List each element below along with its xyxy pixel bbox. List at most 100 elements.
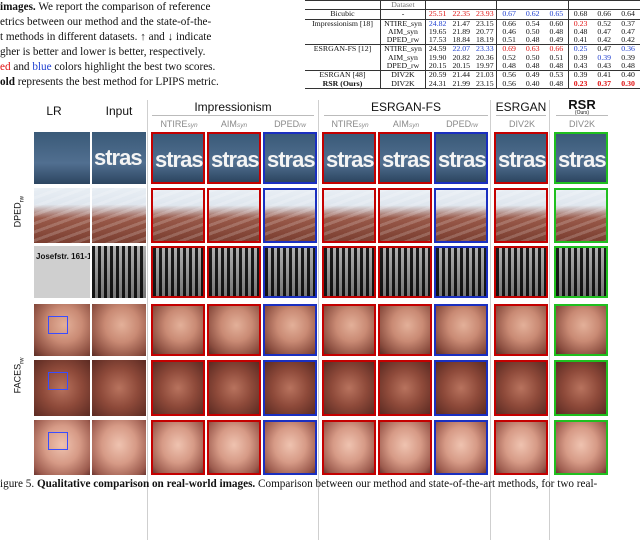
table-cell-value: 0.41 bbox=[567, 36, 593, 45]
table-cell-value: 0.30 bbox=[616, 79, 640, 89]
image-tile-r0-c5: stras bbox=[322, 132, 376, 184]
paragraph-line-3: t methods in different datasets. ↑ and ↓… bbox=[0, 31, 212, 43]
table-cell-value: 20.36 bbox=[476, 53, 494, 62]
table-cell-value: 20.77 bbox=[476, 27, 494, 36]
crop-box bbox=[48, 316, 68, 334]
table-cell-value: 22.35 bbox=[452, 9, 471, 19]
table-cell-value: 0.69 bbox=[496, 44, 521, 54]
table-cell-value: 23.15 bbox=[473, 79, 497, 89]
table-cell-value: 0.48 bbox=[621, 62, 635, 71]
image-tile-r5-c1 bbox=[92, 420, 146, 475]
image-tile-r1-c5 bbox=[322, 188, 376, 243]
image-tile-r3-c0 bbox=[34, 304, 90, 356]
image-tile-r5-c6 bbox=[378, 420, 432, 475]
tile-text: stras bbox=[211, 147, 259, 172]
table-cell-value: 0.25 bbox=[567, 44, 593, 54]
image-tile-r5-c5 bbox=[322, 420, 376, 475]
table-row: DPED_rw 20.15 20.15 19.97 0.48 0.48 0.48 0.43 0.… bbox=[305, 62, 640, 71]
paragraph-line-2: etrics between our method and the state-… bbox=[0, 16, 212, 28]
table-row: Bicubic -25.51 22.35 23.93 0.67 0.62 0.65 0.68 0… bbox=[305, 9, 640, 20]
image-tile-r2-c8 bbox=[494, 246, 548, 298]
image-tile-r1-c6 bbox=[378, 188, 432, 243]
table-cell-value: 21.44 bbox=[449, 70, 474, 80]
table-cell-dataset: DPED_rw bbox=[380, 62, 426, 71]
crop-box bbox=[48, 432, 68, 450]
group-underline-esrgan bbox=[496, 115, 546, 116]
table-cell-value: 0.48 bbox=[496, 62, 521, 71]
image-tile-r1-c3 bbox=[207, 188, 261, 243]
image-tile-r3-c4 bbox=[263, 304, 317, 356]
group-header-esrgan: ESRGAN bbox=[495, 100, 547, 114]
group-underline-rsr bbox=[556, 115, 608, 116]
tile-text: stras bbox=[267, 147, 315, 172]
table-cell-value: 0.66 bbox=[597, 9, 612, 19]
table-cell-value: 0.48 bbox=[544, 79, 569, 89]
col-header-input: Input bbox=[105, 104, 133, 118]
image-tile-r4-c2 bbox=[151, 360, 205, 416]
table-cell-value: 24.59 bbox=[425, 44, 450, 54]
image-tile-r2-c7 bbox=[434, 246, 488, 298]
figure-caption: igure 5. Qualitative comparison on real-… bbox=[0, 478, 598, 490]
image-tile-r5-c7 bbox=[434, 420, 488, 475]
table-cell-value: 0.60 bbox=[544, 18, 569, 28]
table-cell-value: 22.07 bbox=[449, 44, 474, 54]
group-header-impressionism: Impressionism bbox=[194, 100, 272, 114]
image-tile-r5-c8 bbox=[494, 420, 548, 475]
table-cell-value: 21.89 bbox=[452, 27, 471, 36]
table-cell-value: 23.93 bbox=[476, 9, 494, 19]
table-cell-value: 18.19 bbox=[476, 36, 494, 45]
table-cell-value: 23.33 bbox=[473, 44, 497, 54]
row-label-dped: DPEDrw bbox=[12, 196, 26, 228]
image-tile-r0-c2: stras bbox=[151, 132, 205, 184]
table-cell-value: 23.15 bbox=[473, 18, 497, 28]
image-tile-r2-c9 bbox=[554, 246, 608, 298]
image-tile-r5-c2 bbox=[151, 420, 205, 475]
table-cell-dataset: NTIRE_syn bbox=[380, 18, 426, 28]
table-cell-method bbox=[305, 62, 381, 71]
table-row: ESRGAN [48] DIV2K 20.59 21.44 21.03 0.56 0.49 0… bbox=[305, 70, 640, 80]
table-cell-value: 0.40 bbox=[520, 79, 545, 89]
image-tile-r5-c9 bbox=[554, 420, 608, 475]
tile-text: stras bbox=[155, 147, 203, 172]
table-cell-method: Bicubic bbox=[330, 9, 355, 19]
table-cell-value: 21.99 bbox=[449, 79, 474, 89]
group-underline-impressionism bbox=[152, 115, 314, 116]
table-cell-value: 0.43 bbox=[567, 62, 593, 71]
separator-2 bbox=[318, 100, 319, 540]
row-label-faces: FACESrw bbox=[12, 357, 26, 394]
text-paragraph: images. We report the comparison of refe… bbox=[0, 0, 298, 90]
table-cell-value: 0.39 bbox=[567, 53, 593, 63]
image-tile-r3-c1 bbox=[92, 304, 146, 356]
tile-text: stras bbox=[326, 147, 374, 172]
table-cell-value: 19.90 bbox=[425, 53, 450, 63]
separator-4 bbox=[549, 100, 550, 540]
table-cell-value: 0.63 bbox=[520, 44, 545, 54]
table-cell-value: 18.84 bbox=[452, 36, 471, 45]
image-tile-r4-c7 bbox=[434, 360, 488, 416]
table-cell-value: 0.43 bbox=[597, 62, 612, 71]
table-cell-value: 0.47 bbox=[597, 27, 612, 36]
table-cell-value: 0.54 bbox=[520, 18, 545, 28]
image-tile-r0-c0 bbox=[34, 132, 90, 184]
table-cell-value: 0.23 bbox=[567, 18, 593, 28]
image-tile-r0-c4: stras bbox=[263, 132, 317, 184]
col-header-lr: LR bbox=[46, 104, 62, 118]
table-cell-value: 0.39 bbox=[621, 53, 635, 62]
image-tile-r0-c3: stras bbox=[207, 132, 261, 184]
table-cell-value: 0.47 bbox=[592, 44, 617, 54]
separator-1 bbox=[147, 100, 148, 540]
table-cell-value: 0.66 bbox=[496, 18, 521, 28]
table-cell-value: 19.97 bbox=[476, 62, 494, 71]
table-row: DPED_rw 17.53 18.84 18.19 0.51 0.48 0.49 0.41 0.… bbox=[305, 36, 640, 45]
table-cell-value: 0.51 bbox=[496, 36, 521, 45]
table-cell-value: 0.56 bbox=[496, 79, 521, 89]
table-cell-value: 21.03 bbox=[473, 70, 497, 80]
image-tile-r3-c7 bbox=[434, 304, 488, 356]
results-table: Dataset Bicubic -25.51 22.35 23.93 0.67 0.62 0… bbox=[305, 0, 640, 89]
image-tile-r2-c0: Josefstr. 161-188 bbox=[34, 246, 90, 298]
table-cell-value: 0.50 bbox=[525, 53, 540, 62]
image-tile-r2-c4 bbox=[263, 246, 317, 298]
paragraph-line-1: images. We report the comparison of refe… bbox=[0, 1, 211, 13]
image-tile-r3-c3 bbox=[207, 304, 261, 356]
table-cell-value: 0.42 bbox=[621, 36, 635, 45]
